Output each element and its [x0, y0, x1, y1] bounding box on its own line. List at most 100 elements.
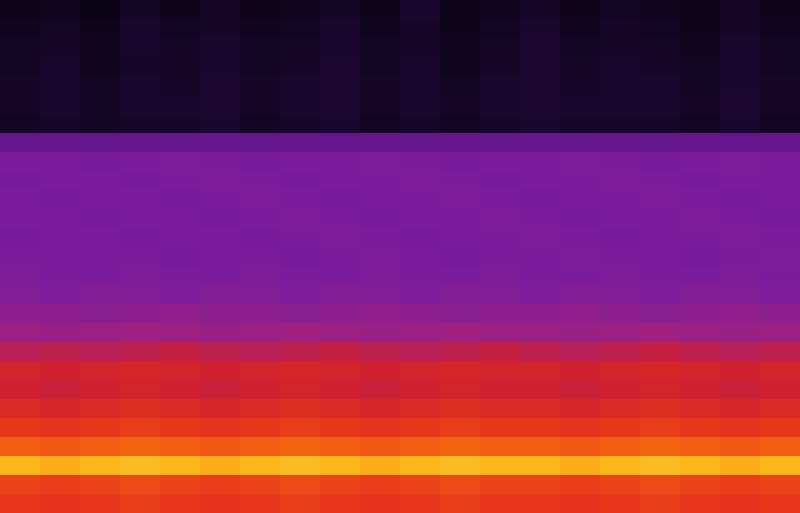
- cell: [680, 342, 721, 362]
- cell: [240, 247, 281, 267]
- cell: [280, 95, 321, 115]
- cell: [40, 19, 81, 39]
- cell: [480, 323, 521, 343]
- cell: [760, 152, 800, 172]
- cell: [80, 171, 121, 191]
- cell: [640, 342, 681, 362]
- cell: [80, 228, 121, 248]
- cell: [720, 171, 761, 191]
- cell: [640, 323, 681, 343]
- cell: [680, 304, 721, 324]
- cell: [240, 437, 281, 457]
- cell: [40, 114, 81, 134]
- cell: [0, 437, 41, 457]
- cell: [600, 399, 641, 419]
- cell: [40, 380, 81, 400]
- cell: [80, 133, 121, 153]
- cell: [120, 285, 161, 305]
- cell: [640, 494, 681, 513]
- cell: [440, 380, 481, 400]
- cell: [560, 209, 601, 229]
- cell: [0, 95, 41, 115]
- cell: [240, 76, 281, 96]
- cell: [400, 456, 441, 476]
- cell: [280, 38, 321, 58]
- cell: [760, 247, 800, 267]
- cell: [80, 437, 121, 457]
- cell: [240, 95, 281, 115]
- cell: [240, 361, 281, 381]
- cell: [640, 456, 681, 476]
- cell: [80, 57, 121, 77]
- cell: [600, 418, 641, 438]
- cell: [200, 95, 241, 115]
- cell: [280, 57, 321, 77]
- cell: [760, 171, 800, 191]
- cell: [200, 494, 241, 513]
- cell: [440, 304, 481, 324]
- cell: [520, 190, 561, 210]
- cell: [400, 304, 441, 324]
- cell: [240, 0, 281, 20]
- cell: [600, 190, 641, 210]
- cell: [600, 342, 641, 362]
- cell: [160, 361, 201, 381]
- cell: [0, 475, 41, 495]
- cell: [480, 380, 521, 400]
- cell: [0, 342, 41, 362]
- cell: [240, 323, 281, 343]
- cell: [360, 437, 401, 457]
- cell: [520, 95, 561, 115]
- cell: [120, 342, 161, 362]
- cell: [240, 475, 281, 495]
- cell: [160, 475, 201, 495]
- cell: [680, 418, 721, 438]
- cell: [80, 190, 121, 210]
- cell: [320, 209, 361, 229]
- cell: [400, 266, 441, 286]
- cell: [80, 456, 121, 476]
- cell: [120, 494, 161, 513]
- cell: [480, 133, 521, 153]
- cell: [240, 399, 281, 419]
- cell: [440, 418, 481, 438]
- cell: [440, 152, 481, 172]
- cell: [520, 456, 561, 476]
- cell: [0, 323, 41, 343]
- cell: [80, 285, 121, 305]
- cell: [640, 38, 681, 58]
- cell: [640, 361, 681, 381]
- cell: [0, 209, 41, 229]
- cell: [720, 0, 761, 20]
- cell: [640, 133, 681, 153]
- cell: [280, 437, 321, 457]
- cell: [560, 418, 601, 438]
- cell: [560, 190, 601, 210]
- cell: [360, 57, 401, 77]
- cell: [320, 475, 361, 495]
- cell: [600, 437, 641, 457]
- cell: [360, 209, 401, 229]
- cell: [520, 38, 561, 58]
- cell: [40, 247, 81, 267]
- cell: [560, 494, 601, 513]
- cell: [720, 133, 761, 153]
- cell: [600, 380, 641, 400]
- cell: [400, 361, 441, 381]
- cell: [440, 133, 481, 153]
- cell: [680, 380, 721, 400]
- cell: [120, 95, 161, 115]
- cell: [0, 247, 41, 267]
- cell: [400, 95, 441, 115]
- cell: [480, 57, 521, 77]
- cell: [320, 399, 361, 419]
- cell: [560, 133, 601, 153]
- cell: [560, 266, 601, 286]
- cell: [120, 418, 161, 438]
- cell: [200, 304, 241, 324]
- cell: [680, 266, 721, 286]
- cell: [560, 171, 601, 191]
- cell: [80, 19, 121, 39]
- cell: [440, 57, 481, 77]
- cell: [0, 228, 41, 248]
